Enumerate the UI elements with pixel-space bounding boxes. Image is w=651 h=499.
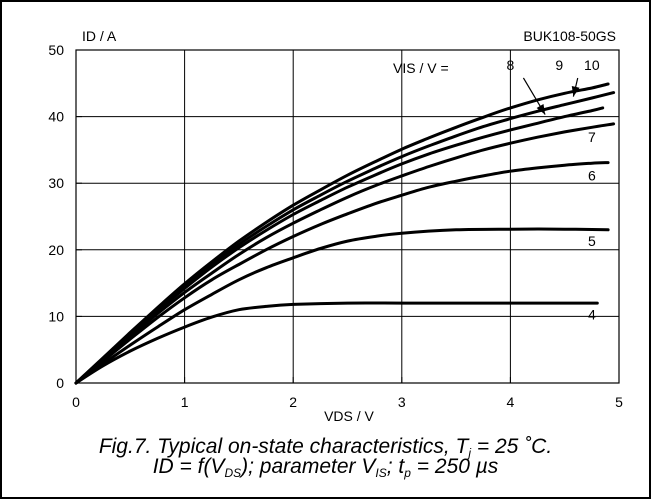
caption-2b: ); parameter V bbox=[241, 455, 376, 478]
y-tick-label: 30 bbox=[48, 175, 64, 191]
series-line-vis-8 bbox=[74, 106, 605, 385]
plot-area-border bbox=[75, 49, 620, 384]
series-lines bbox=[74, 82, 616, 385]
curve-label-7: 7 bbox=[588, 129, 596, 145]
curve-label-4: 4 bbox=[588, 307, 596, 323]
arrow-head-8 bbox=[536, 103, 546, 115]
series-line-vis-6 bbox=[74, 161, 610, 385]
arrow-head-10 bbox=[571, 85, 580, 97]
x-tick-label: 0 bbox=[72, 394, 80, 410]
caption-2a: ID = f(V bbox=[152, 455, 225, 478]
y-tick-label: 50 bbox=[48, 42, 64, 58]
annotation-arrows bbox=[522, 77, 580, 115]
series-line-vis-5 bbox=[74, 227, 610, 385]
caption-2-sub-c: p bbox=[404, 466, 411, 480]
x-tick-label: 3 bbox=[398, 394, 406, 410]
device-label: BUK108-50GS bbox=[523, 28, 616, 44]
caption-2d: = 250 µs bbox=[410, 455, 499, 478]
caption-1b: = 25 ˚C. bbox=[471, 435, 553, 458]
x-axis-label: VDS / V bbox=[324, 408, 374, 424]
curve-labels: 4 5 6 7 8 9 10 bbox=[507, 57, 600, 323]
y-tick-label: 0 bbox=[56, 375, 64, 391]
parameter-label: VIS / V = bbox=[393, 60, 449, 76]
caption-2c: ; t bbox=[386, 455, 405, 478]
curve-label-8: 8 bbox=[507, 57, 515, 73]
x-tick-label: 5 bbox=[615, 394, 623, 410]
y-tick-label: 10 bbox=[48, 308, 64, 324]
caption-2-sub-a: DS bbox=[224, 466, 242, 480]
series-line-vis-7 bbox=[74, 122, 616, 385]
series-line-vis-10 bbox=[74, 82, 610, 385]
y-tick-label: 40 bbox=[48, 109, 64, 125]
x-tick-label: 1 bbox=[181, 394, 189, 410]
figure-caption: Fig.7. Typical on-state characteristics,… bbox=[0, 435, 651, 480]
caption-1-sub: j bbox=[468, 446, 472, 460]
caption-line-2: ID = f(VDS); parameter VIS; tp = 250 µs bbox=[0, 455, 651, 480]
curve-label-10: 10 bbox=[584, 57, 600, 73]
curve-label-6: 6 bbox=[588, 168, 596, 184]
series-line-vis-4 bbox=[74, 301, 599, 385]
x-tick-label: 4 bbox=[507, 394, 515, 410]
caption-line-1: Fig.7. Typical on-state characteristics,… bbox=[0, 435, 651, 460]
x-tick-label: 2 bbox=[289, 394, 297, 410]
y-axis-label: ID / A bbox=[82, 28, 117, 44]
curve-label-5: 5 bbox=[588, 233, 596, 249]
y-tick-label: 20 bbox=[48, 242, 64, 258]
caption-2-sub-b: IS bbox=[375, 466, 387, 480]
caption-1a: Fig.7. Typical on-state characteristics,… bbox=[98, 435, 469, 458]
curve-label-9: 9 bbox=[555, 57, 563, 73]
